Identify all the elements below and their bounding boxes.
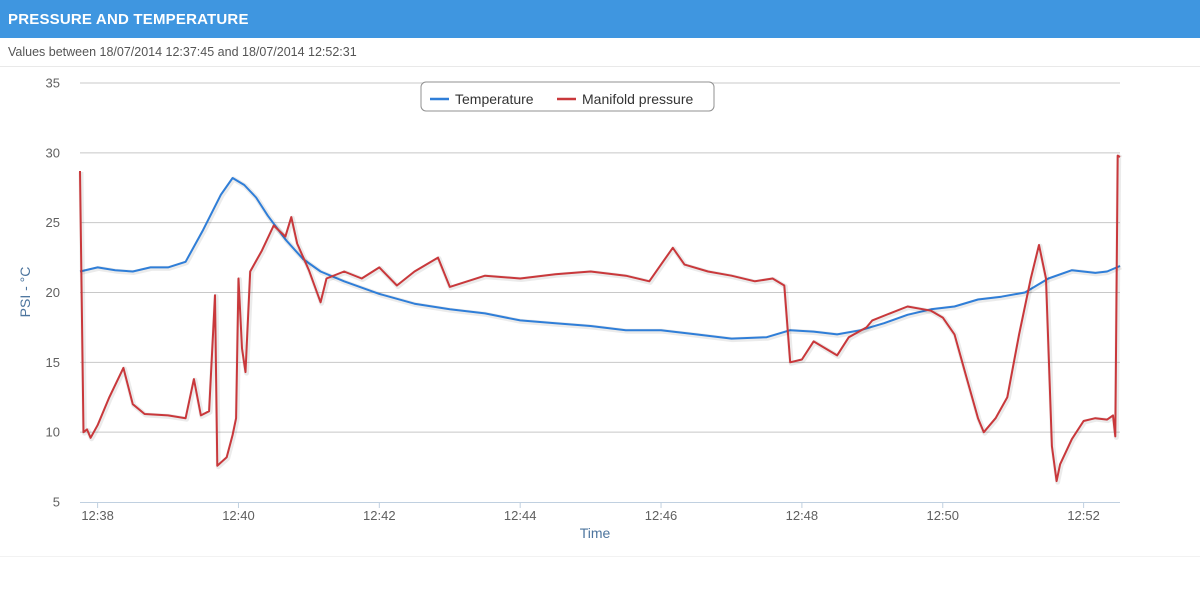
x-axis: 12:38 12:40 12:42 12:44 12:46 12:48 12:50 12:52 [80,502,1120,523]
y-tick-label-2: 15 [46,355,60,370]
series-lines [78,154,1123,485]
x-tick-label-3: 12:44 [504,508,537,523]
y-tick-label-1: 10 [46,425,60,440]
legend-item-manifold-pressure[interactable]: Manifold pressure [582,91,693,107]
legend-item-temperature[interactable]: Temperature [455,91,534,107]
x-tick-label-4: 12:46 [645,508,678,523]
panel-header: PRESSURE AND TEMPERATURE [0,0,1200,38]
x-tick-label-6: 12:50 [926,508,959,523]
y-tick-label-4: 25 [46,215,60,230]
x-tick-label-5: 12:48 [786,508,819,523]
x-tick-label-7: 12:52 [1067,508,1100,523]
header-divider [0,66,1200,67]
y-axis-title: PSI - °C [17,267,33,318]
x-tick-label-2: 12:42 [363,508,396,523]
y-tick-label-5: 30 [46,145,60,160]
chart-legend[interactable]: Temperature Manifold pressure [420,81,715,112]
series-line-temperature [79,177,1121,340]
x-axis-title: Time [580,525,611,541]
panel-title: PRESSURE AND TEMPERATURE [8,11,249,28]
y-tick-label-6: 35 [46,76,60,91]
legend-box [420,81,715,112]
date-range-subtitle: Values between 18/07/2014 12:37:45 and 1… [8,45,357,59]
series-line-manifold-pressure [79,154,1121,483]
y-tick-label-3: 20 [46,285,60,300]
x-tick-label-1: 12:40 [222,508,255,523]
x-tick-label-0: 12:38 [81,508,114,523]
y-axis: 5 10 15 20 25 30 35 [46,76,60,510]
panel-bottom-border [0,556,1200,557]
y-tick-label-0: 5 [53,495,60,510]
